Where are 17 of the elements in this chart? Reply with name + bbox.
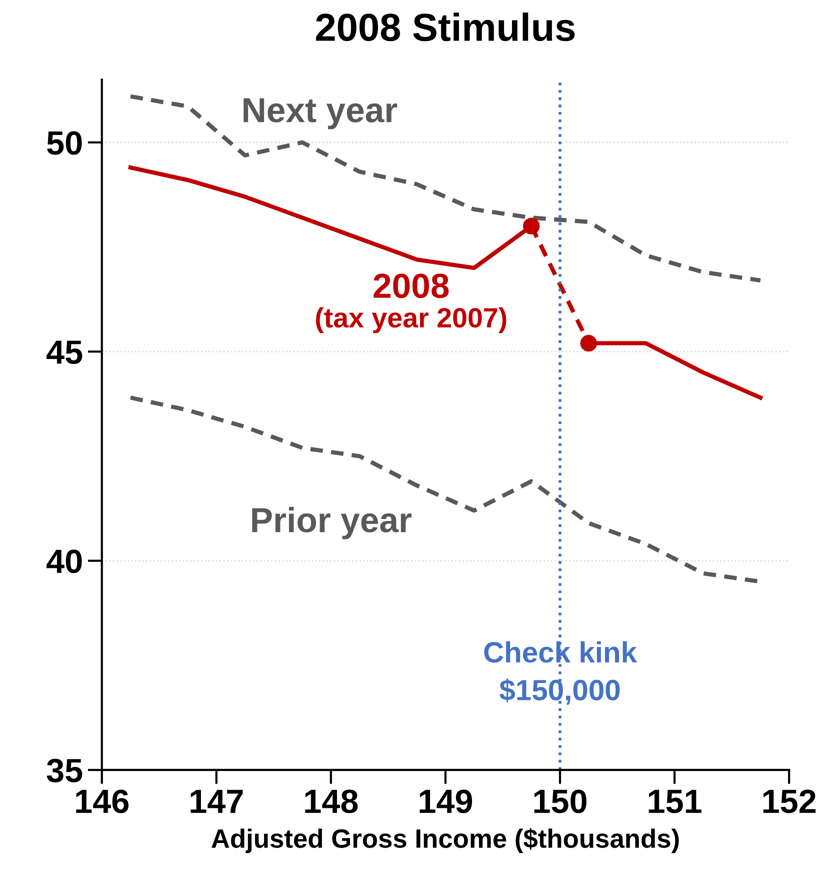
y-tick-label: 35	[46, 758, 82, 782]
ref-line-label: Check kink $150,000	[484, 641, 638, 705]
x-axis-title: Adjusted Gross Income ($thousands)	[212, 828, 679, 854]
x-tick-label: 151	[648, 790, 702, 814]
y-tick-label: 45	[46, 340, 82, 364]
y-tick-label: 50	[47, 131, 82, 155]
chart-title: 2008 Stimulus	[316, 12, 575, 42]
x-tick-label: 149	[420, 790, 472, 814]
x-tick-label: 152	[763, 790, 816, 814]
x-tick-label: 147	[190, 790, 243, 813]
x-tick-label: 150	[534, 790, 586, 814]
series-label: Prior year	[252, 506, 412, 540]
series-label: Next year	[244, 98, 398, 130]
x-tick-label: 148	[305, 790, 358, 814]
x-tick-label: 146	[76, 790, 128, 814]
y-tick-label: 40	[46, 550, 82, 574]
series-label: 2008 (tax year 2007)	[316, 274, 506, 334]
